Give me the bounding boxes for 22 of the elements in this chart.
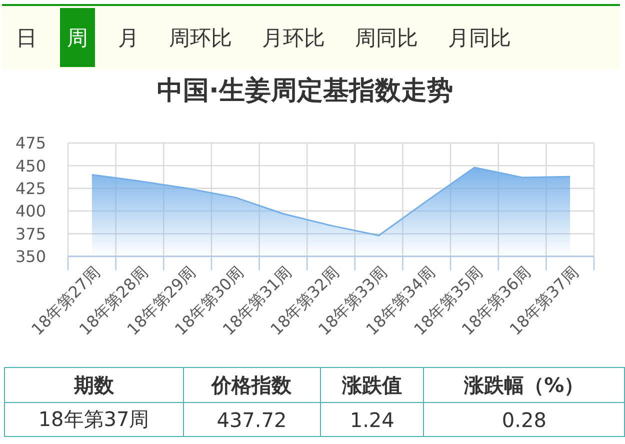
text: 日 [15, 24, 38, 52]
chart-title: 中国·生姜周定基指数走势 [156, 74, 454, 108]
category-label: 涨跌幅（%） [424, 368, 624, 402]
text: 月环比 [261, 24, 326, 52]
text: 周 [60, 8, 95, 67]
y-tick-label: 425 [15, 179, 46, 198]
y-tick-label: 375 [15, 224, 46, 244]
category-label: 期数 [4, 368, 184, 402]
text: 周环比 [168, 24, 233, 52]
text: 周同比 [354, 24, 419, 52]
text: 0.28 [424, 402, 624, 436]
y-tick-label: 475 [15, 134, 46, 153]
text: 1.24 [320, 402, 424, 436]
text: 437.72 [183, 402, 320, 436]
text: 月同比 [447, 24, 512, 52]
category-label: 价格指数 [183, 368, 320, 402]
y-tick-label: 450 [15, 156, 46, 176]
text: 月 [117, 24, 140, 52]
y-tick-label: 400 [15, 202, 46, 221]
category-label: 涨跌值 [320, 368, 424, 402]
y-tick-label: 350 [15, 247, 46, 266]
text: 18年第37周 [4, 402, 184, 436]
